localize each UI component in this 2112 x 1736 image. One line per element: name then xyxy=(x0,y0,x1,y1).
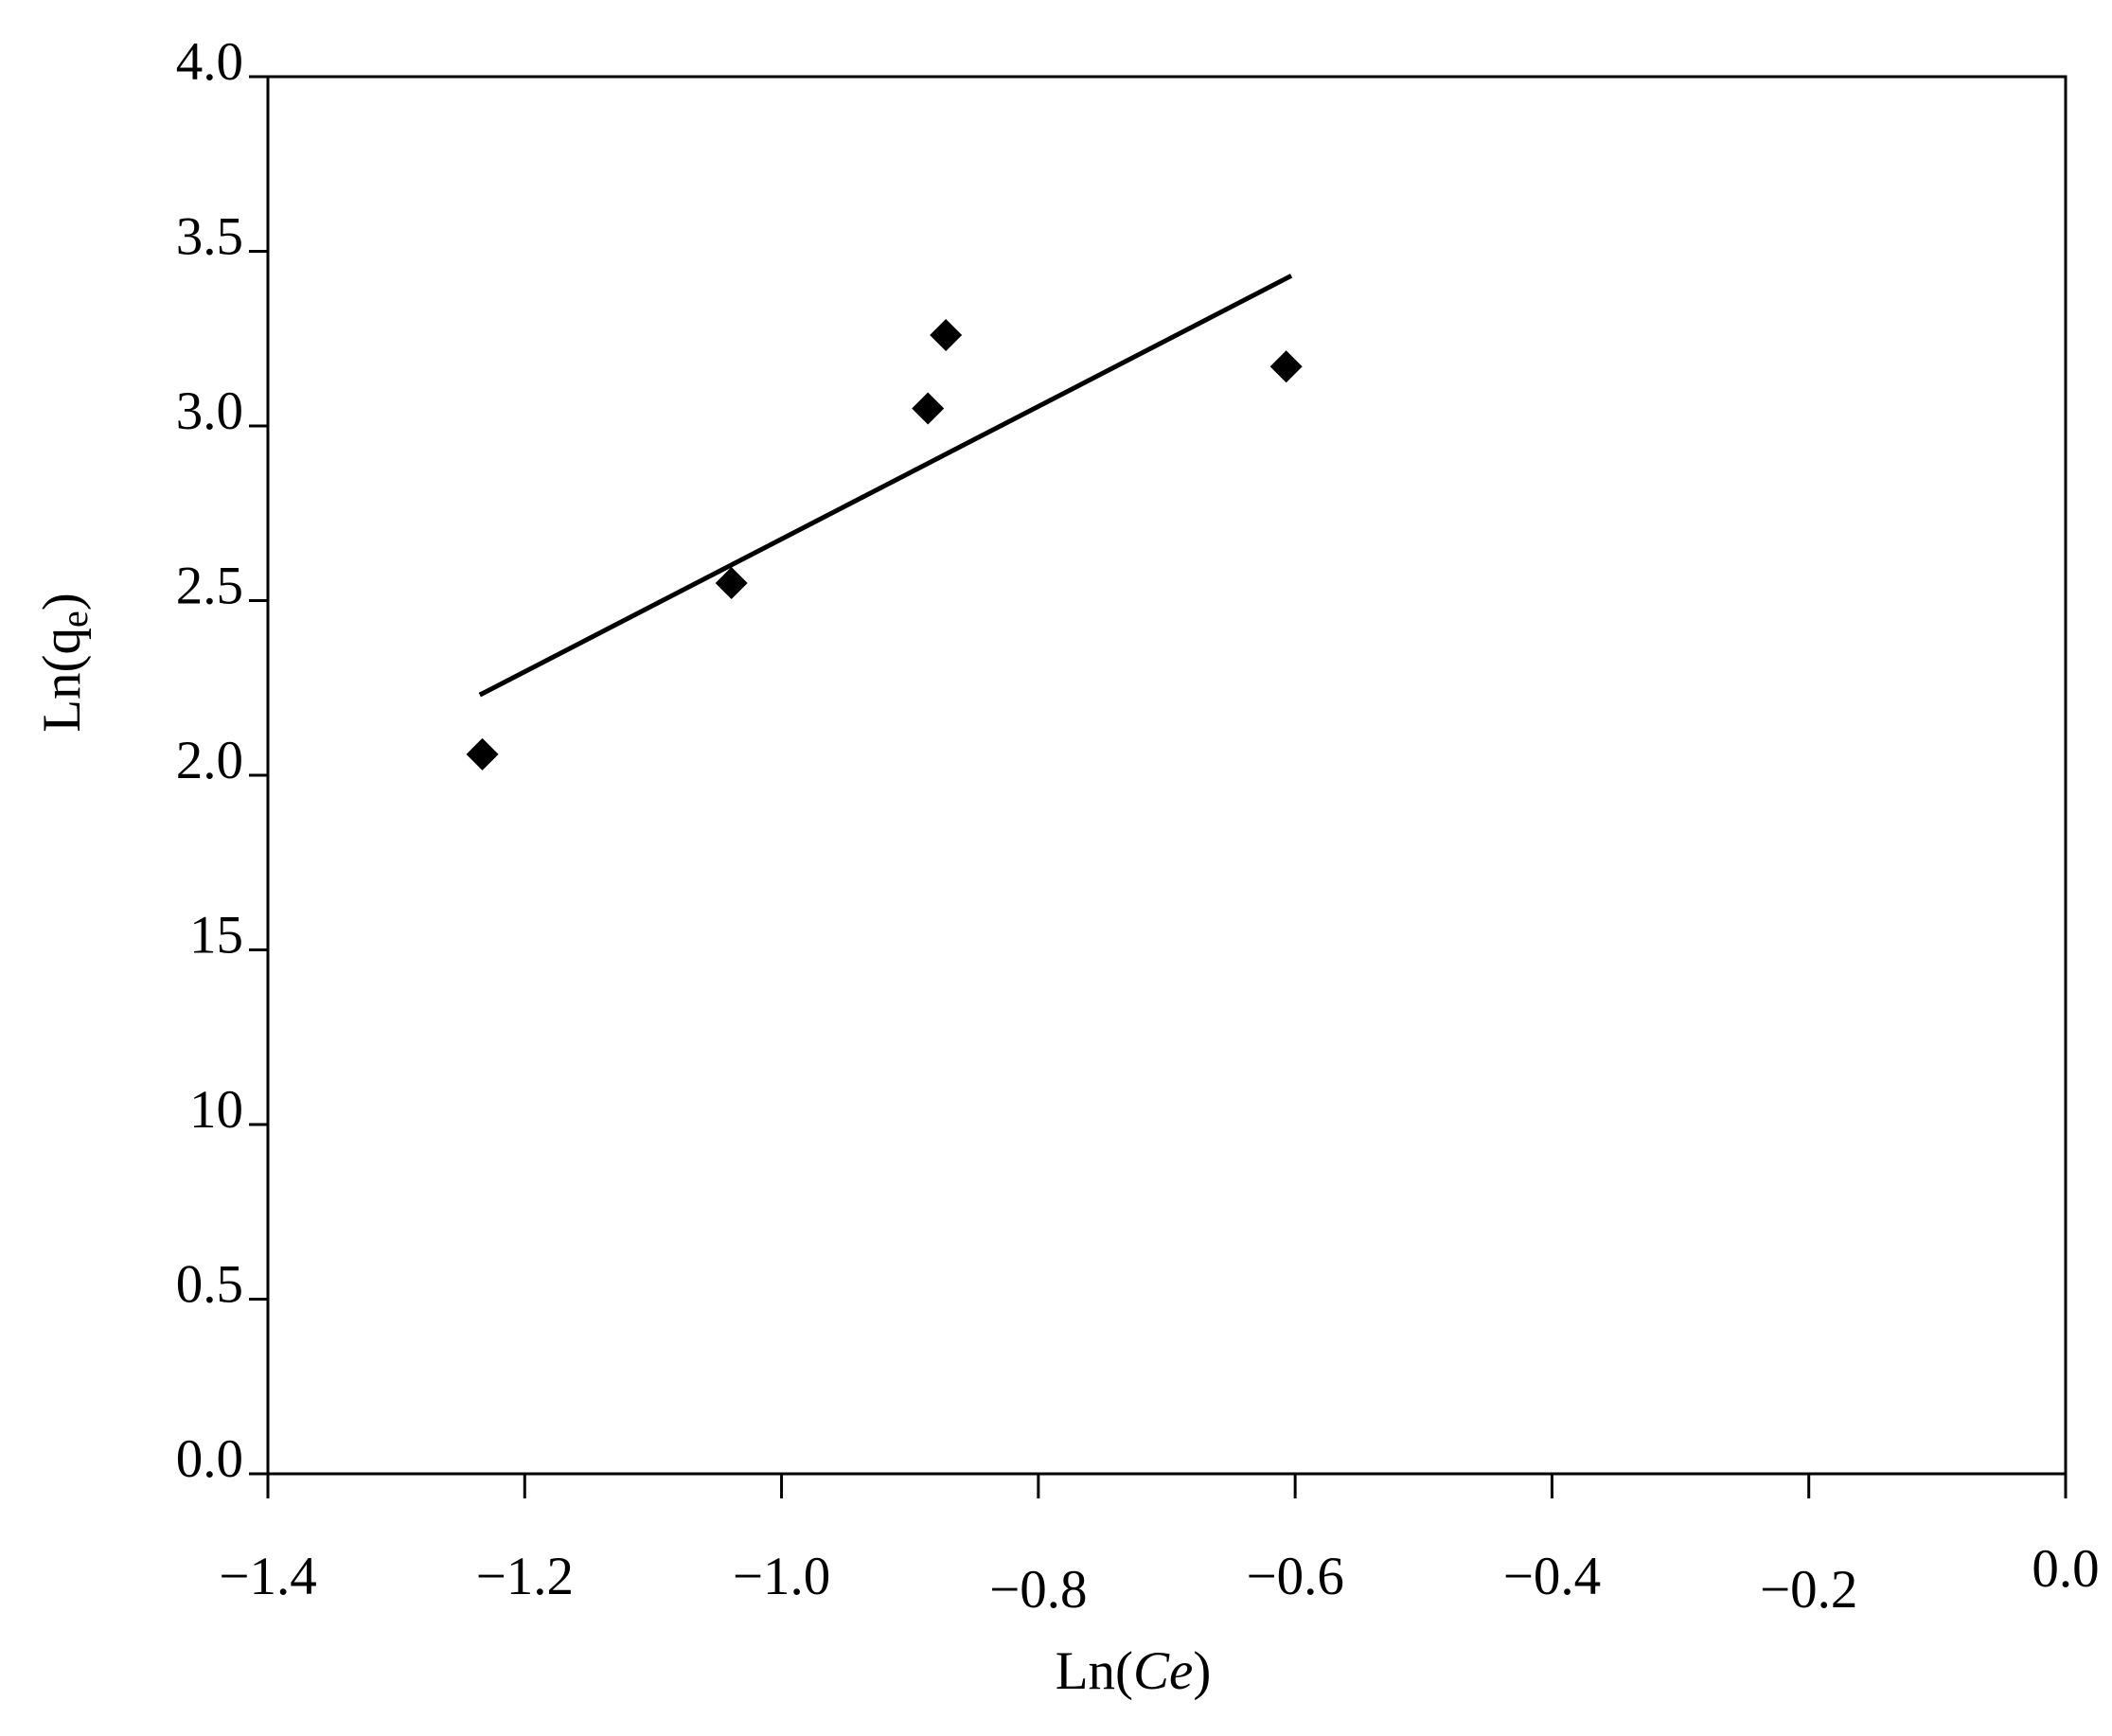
x-label-end: ) xyxy=(1193,1641,1211,1701)
trend-line xyxy=(478,274,1293,698)
plot-frame xyxy=(266,75,2068,1476)
x-tick-label: −0.8 xyxy=(989,1560,1087,1620)
data-point xyxy=(930,319,963,352)
data-point xyxy=(715,567,748,600)
y-tick-label: 0.0 xyxy=(176,1429,243,1489)
data-point xyxy=(1269,350,1303,383)
y-tick-label: 4.0 xyxy=(176,32,243,92)
x-tick-label: −0.2 xyxy=(1760,1560,1857,1620)
x-tick-label: −0.6 xyxy=(1246,1547,1343,1606)
x-tick-label: 0.0 xyxy=(2032,1539,2099,1599)
y-label-main: Ln(q xyxy=(32,628,92,733)
y-tick-label: 10 xyxy=(189,1080,243,1140)
x-tick-label: −1.0 xyxy=(733,1547,830,1606)
data-point xyxy=(912,392,945,425)
y-tick-label: 0.5 xyxy=(176,1255,243,1315)
y-label-end: ) xyxy=(32,593,92,611)
x-tick-label: −1.4 xyxy=(219,1547,316,1606)
x-tick-label: −0.4 xyxy=(1503,1547,1601,1606)
y-axis-label: Ln(qe) xyxy=(32,593,96,733)
y-tick-label: 3.0 xyxy=(176,381,243,441)
y-tick-label: 2.0 xyxy=(176,731,243,790)
y-tick-label: 2.5 xyxy=(176,557,243,616)
x-label-italic: Ce xyxy=(1133,1641,1193,1701)
y-tick-label: 15 xyxy=(189,906,243,965)
y-tick-label: 3.5 xyxy=(176,207,243,267)
x-axis-label: Ln(Ce) xyxy=(1056,1641,1212,1701)
x-label-main: Ln( xyxy=(1056,1641,1133,1701)
y-label-sub: e xyxy=(53,611,96,628)
data-point xyxy=(466,737,499,771)
x-tick-label: −1.2 xyxy=(476,1547,574,1606)
